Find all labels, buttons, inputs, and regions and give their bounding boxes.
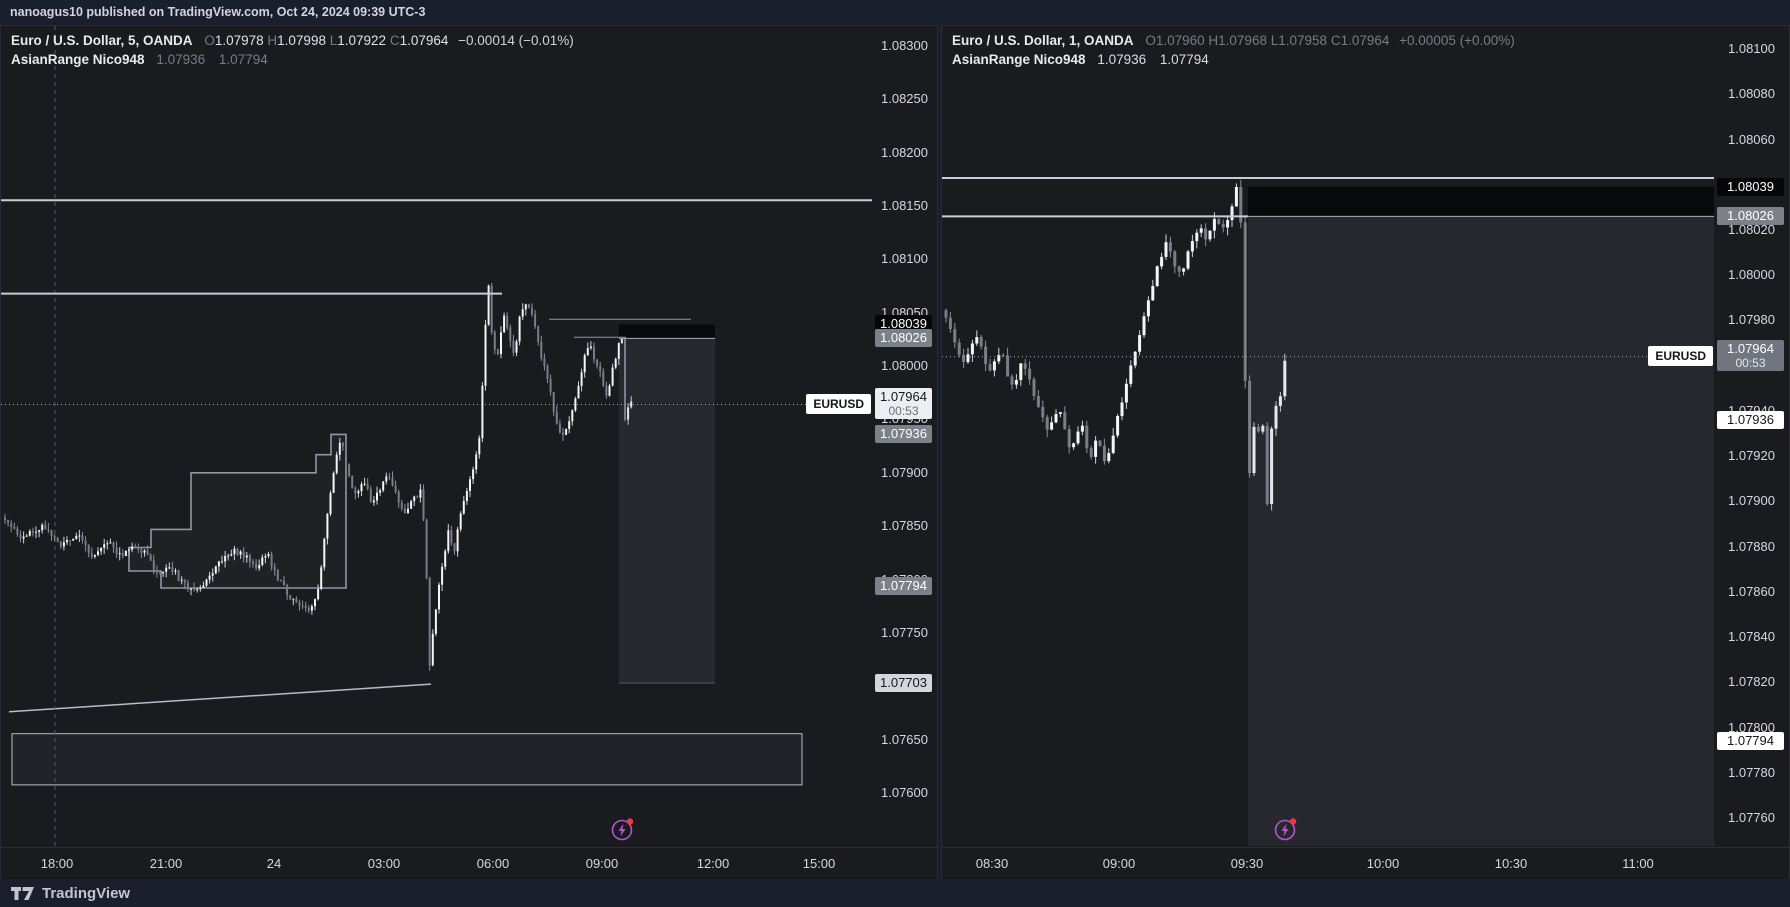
footer-bar: TradingView [0, 880, 1790, 907]
alert-dot [1289, 818, 1297, 825]
price-tick: 1.08150 [881, 198, 928, 214]
price-tick: 1.07760 [1728, 810, 1775, 826]
chart-plot-area[interactable]: EURUSD [942, 26, 1715, 846]
price-label: 1.08026 [875, 329, 932, 348]
indicator-name: AsianRange Nico948 [952, 52, 1086, 67]
price-tick: 1.08080 [1728, 86, 1775, 102]
time-tick: 03:00 [367, 856, 401, 871]
price-label: 1.07964 00:53 [875, 387, 932, 419]
tradingview-brand-text[interactable]: TradingView [42, 885, 131, 902]
price-tick: 1.07860 [1728, 583, 1775, 599]
time-tick: 11:00 [1622, 856, 1654, 871]
price-label: 1.07936 [875, 425, 932, 444]
time-tick: 12:00 [696, 856, 730, 871]
price-tick: 1.07900 [1728, 493, 1775, 509]
liquidity-range-box [11, 733, 803, 786]
price-label: 1.07703 [875, 674, 932, 692]
time-tick: 21:00 [149, 856, 183, 871]
asian-high-value: 1.07936 [1097, 52, 1147, 67]
chart-legend: Euro / U.S. Dollar, 1, OANDA O1.07960 H1… [952, 31, 1515, 69]
chart-pane-1min[interactable]: EURUSD 1.081001.080801.080601.080401.080… [941, 25, 1790, 879]
price-axis[interactable]: 1.081001.080801.080601.080401.080201.080… [1714, 26, 1789, 846]
time-tick: 09:00 [585, 856, 619, 871]
asian-low-value: 1.07794 [218, 52, 268, 67]
price-tick: 1.08100 [1728, 41, 1775, 57]
candlestick-chart [1, 26, 872, 846]
candlestick-chart [942, 177, 1714, 846]
indicator-name: AsianRange Nico948 [11, 52, 145, 67]
change-value: −0.00014 (−0.01%) [458, 33, 574, 48]
price-tick: 1.08000 [881, 358, 928, 374]
position-risk-zone [1248, 187, 1714, 217]
time-tick: 09:30 [1230, 856, 1264, 871]
price-tick: 1.08200 [881, 144, 928, 160]
position-profit-zone [619, 338, 715, 683]
price-label: 1.08039 [1717, 178, 1784, 197]
time-tick: 10:30 [1494, 856, 1528, 871]
ohlc-values: O1.07978 H1.07998 L1.07922 C1.07964 [204, 33, 449, 48]
instant-trading-bolt-button[interactable] [1273, 816, 1299, 842]
time-tick: 18:00 [40, 856, 74, 871]
lightning-icon [618, 823, 626, 837]
symbol-title: Euro / U.S. Dollar, 1, OANDA [952, 33, 1134, 48]
price-tick: 1.07880 [1728, 538, 1775, 554]
time-axis[interactable]: 08:30 09:00 09:30 10:00 10:30 11:00 [942, 847, 1789, 879]
price-tick: 1.07820 [1728, 674, 1775, 690]
price-tick: 1.07840 [1728, 629, 1775, 645]
price-label: 1.07936 [1717, 410, 1784, 429]
asian-range-box [128, 433, 347, 589]
price-tick: 1.08000 [1728, 267, 1775, 283]
tradingview-logo-icon[interactable] [10, 885, 36, 902]
symbol-tag: EURUSD [1648, 345, 1713, 366]
price-tick: 1.07780 [1728, 764, 1775, 780]
time-tick: 09:00 [1102, 856, 1136, 871]
change-value: +0.00005 (+0.00%) [1399, 33, 1515, 48]
chart-plot-area[interactable]: EURUSD [1, 26, 873, 846]
time-tick: 24 [266, 856, 282, 871]
price-tick: 1.07920 [1728, 448, 1775, 464]
position-profit-zone [1248, 216, 1714, 846]
price-tick: 1.07650 [881, 731, 928, 747]
price-tick: 1.08250 [881, 91, 928, 107]
price-tick: 1.07980 [1728, 312, 1775, 328]
price-tick: 1.07600 [881, 784, 928, 800]
price-tick: 1.07800 [1728, 719, 1775, 735]
price-tick: 1.08100 [881, 251, 928, 267]
price-label: 1.07964 00:53 [1717, 339, 1784, 371]
price-label: 1.08039 [875, 315, 932, 334]
trendline [8, 683, 432, 713]
price-tick: 1.08020 [1728, 222, 1775, 237]
asian-high-value: 1.07936 [156, 52, 206, 67]
publish-info-bar: nanoagus10 published on TradingView.com,… [10, 5, 426, 19]
lightning-icon [1281, 823, 1289, 837]
chart-legend: Euro / U.S. Dollar, 5, OANDA O1.07978 H1… [11, 31, 574, 69]
price-label: 1.08026 [1717, 207, 1784, 226]
price-axis[interactable]: 1.08300 1.08250 1.08200 1.08150 1.08100 1.080… [872, 26, 937, 846]
price-label: 1.07794 [1717, 732, 1784, 751]
time-tick: 15:00 [802, 856, 836, 871]
indicator-values: 1.07936 1.07794 [156, 52, 277, 67]
time-tick: 08:30 [975, 856, 1009, 871]
time-tick: 10:00 [1366, 856, 1400, 871]
alert-dot [626, 818, 634, 825]
price-tick: 1.07900 [881, 464, 928, 480]
ohlc-values: O1.07960 H1.07968 L1.07958 C1.07964 [1145, 33, 1390, 48]
price-tick: 1.08060 [1728, 131, 1775, 147]
position-risk-zone [619, 324, 715, 339]
time-tick: 06:00 [476, 856, 510, 871]
time-axis[interactable]: 18:00 21:00 24 03:00 06:00 09:00 12:00 15:00 [1, 847, 937, 879]
instant-trading-bolt-button[interactable] [610, 816, 636, 842]
price-tick: 1.08300 [881, 38, 928, 53]
price-tick: 1.07750 [881, 624, 928, 640]
chart-pane-5min[interactable]: EURUSD 1.08300 1.08250 1.08200 1.08150 1.081… [0, 25, 938, 879]
symbol-tag: EURUSD [806, 393, 871, 414]
asian-low-value: 1.07794 [1159, 52, 1209, 67]
price-tick: 1.07850 [881, 518, 928, 534]
price-label: 1.07794 [875, 576, 932, 595]
symbol-title: Euro / U.S. Dollar, 5, OANDA [11, 33, 193, 48]
indicator-values: 1.07936 1.07794 [1097, 52, 1218, 67]
